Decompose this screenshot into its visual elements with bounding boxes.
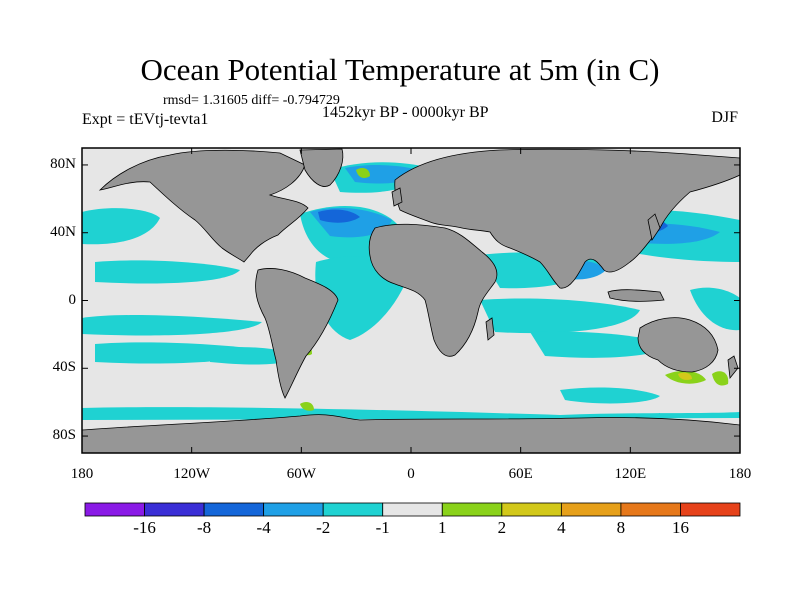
colorbar-swatch-1 <box>144 502 205 517</box>
land-north-america <box>98 149 309 263</box>
x-tick-label: 180 <box>728 466 752 482</box>
y-tick-label: 40N <box>50 223 76 240</box>
axis-ticks <box>81 148 741 453</box>
land-japan <box>647 213 661 242</box>
colorbar-label: -16 <box>133 518 156 537</box>
colorbar-swatch-5 <box>382 502 443 517</box>
land-madagascar <box>485 317 495 341</box>
colorbar-label: -8 <box>196 518 212 537</box>
colorbar-label: 4 <box>557 518 566 537</box>
land-uk <box>391 187 403 207</box>
y-tick-label: 80N <box>50 155 76 172</box>
land-masses <box>82 148 740 453</box>
colorbar-swatch-2 <box>203 502 265 517</box>
season-label: DJF <box>711 109 738 126</box>
land-south-america <box>255 268 339 399</box>
colorbar-label: -2 <box>316 518 331 537</box>
stats-label: rmsd= 1.31605 diff= -0.794729 <box>163 93 340 108</box>
y-tick-label: 80S <box>52 427 76 444</box>
land-africa <box>368 223 498 357</box>
land-greenland <box>299 148 344 187</box>
land-indonesia <box>607 289 665 302</box>
experiment-label: Expt = tEVtj-tevta1 <box>82 111 209 128</box>
colorbar-label: -1 <box>375 518 390 537</box>
colorbar-swatch-0 <box>84 502 145 517</box>
x-tick-label: 120E <box>614 466 647 482</box>
colorbar-label: 2 <box>497 518 507 537</box>
colorbar-swatch-6 <box>441 502 503 517</box>
x-tick-label: 0 <box>407 466 415 482</box>
y-tick-label: 0 <box>68 291 77 308</box>
period-label: 1452kyr BP - 0000kyr BP <box>322 104 489 121</box>
y-tick-label: 40S <box>52 359 76 376</box>
colorbar-swatch-7 <box>501 502 562 517</box>
land-antarctica <box>82 414 740 453</box>
colorbar-swatch-4 <box>322 502 384 517</box>
colorbar-swatch-8 <box>560 502 622 517</box>
colorbar-label: 8 <box>616 518 626 537</box>
land-eurasia <box>394 148 740 289</box>
colorbar-swatch-3 <box>263 502 324 517</box>
colorbar-label: -4 <box>256 518 271 537</box>
colorbar <box>84 502 741 517</box>
land-australia <box>637 317 719 373</box>
colorbar-label: 16 <box>671 518 689 537</box>
colorbar-swatch-9 <box>620 502 681 517</box>
x-tick-label: 180 <box>70 466 94 482</box>
colorbar-label: 1 <box>438 518 447 537</box>
x-tick-label: 120W <box>173 466 210 482</box>
x-tick-label: 60W <box>286 466 316 482</box>
x-tick-label: 60E <box>508 466 533 482</box>
chart-title: Ocean Potential Temperature at 5m (in C) <box>140 52 660 87</box>
colorbar-swatch-10 <box>680 502 741 517</box>
